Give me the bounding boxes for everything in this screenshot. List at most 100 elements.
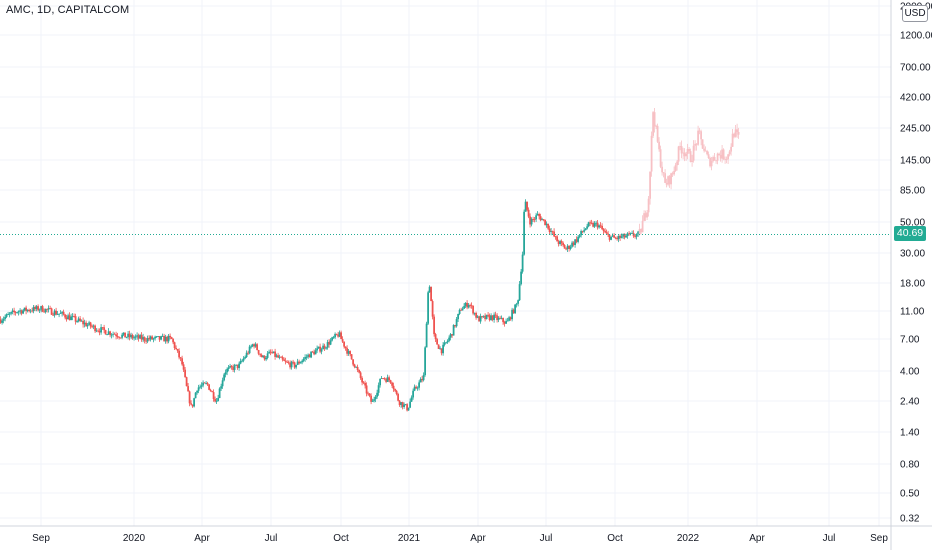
candle [518, 281, 521, 302]
candle-body [566, 245, 569, 249]
candle-body [641, 220, 644, 233]
candle-body [251, 344, 254, 347]
candle-body [236, 364, 239, 369]
candle-body [17, 311, 20, 313]
candle-body [662, 172, 665, 174]
candle-body [350, 354, 353, 360]
candle [329, 338, 332, 346]
candle-body [97, 330, 99, 332]
candle-body [190, 403, 192, 405]
symbol-title[interactable]: AMC, 1D, CAPITALCOM [6, 4, 130, 16]
candle [668, 175, 671, 188]
candle-body [158, 336, 161, 340]
candle [67, 313, 69, 320]
candle [437, 344, 440, 350]
candle-body [265, 357, 267, 360]
candle [194, 391, 197, 399]
candle-body [154, 336, 156, 339]
candle-body [95, 330, 98, 332]
candle-body [529, 216, 531, 225]
candle-body [694, 143, 696, 146]
candle-body [259, 353, 261, 355]
x-tick-label: 2022 [677, 533, 700, 544]
candle-body [79, 318, 81, 321]
y-tick-label: 1200.00 [900, 31, 932, 42]
candle [143, 336, 146, 344]
candle [475, 311, 477, 320]
candle-body [661, 166, 663, 173]
candle-body [65, 317, 68, 320]
candle [344, 346, 347, 351]
candle [643, 210, 645, 222]
candle [715, 160, 717, 164]
candle [292, 359, 294, 365]
candle-body [22, 310, 24, 314]
candle-body [151, 336, 153, 340]
candle-body [253, 344, 255, 347]
candle [275, 353, 278, 358]
candle [512, 308, 515, 314]
candle [10, 311, 12, 316]
candle-body [359, 372, 362, 378]
candle [580, 229, 582, 238]
currency-badge[interactable]: USD [902, 5, 928, 22]
candle-body [403, 404, 405, 408]
candle [130, 332, 132, 340]
candle [52, 312, 54, 317]
candle-body [293, 362, 296, 368]
candle-body [535, 215, 537, 220]
candle-body [592, 223, 594, 227]
candle-body [476, 316, 479, 318]
candle-body [134, 336, 137, 338]
candle [524, 199, 527, 212]
last-price-tag: 40.69 [894, 226, 926, 241]
candle [367, 391, 369, 396]
candle [16, 311, 18, 314]
candle [175, 345, 177, 350]
candle [154, 335, 156, 341]
candle-body [83, 322, 86, 325]
candle-body [226, 368, 228, 373]
candle [622, 233, 624, 240]
candle [386, 374, 389, 383]
candle-body [319, 346, 321, 352]
candle-body [269, 351, 272, 353]
candle-body [401, 402, 404, 408]
candle-body [434, 334, 437, 340]
candle-body [322, 345, 324, 350]
candle-body [28, 309, 30, 312]
candle-body [143, 337, 146, 341]
projection-candles [638, 107, 740, 236]
candle [239, 358, 242, 365]
candle [368, 393, 371, 398]
candle [101, 327, 104, 330]
candle [536, 211, 539, 216]
candle [157, 336, 159, 337]
candle [259, 353, 261, 357]
candle-body [26, 309, 29, 312]
candle [124, 332, 126, 338]
candle [637, 230, 639, 237]
candle-body [245, 352, 248, 358]
candle [128, 330, 131, 341]
candle-body [271, 352, 273, 354]
candle-body [278, 356, 281, 358]
candle [266, 350, 269, 360]
candle [230, 364, 233, 370]
candle [526, 201, 528, 212]
candle-body [62, 311, 65, 315]
candle-body [14, 312, 17, 313]
candle [532, 216, 534, 222]
candle [487, 311, 489, 318]
candle [736, 123, 738, 138]
candle [646, 209, 648, 221]
candle [79, 315, 81, 323]
candle [110, 333, 113, 339]
candle [404, 404, 407, 406]
candle-body [239, 361, 242, 364]
candle [467, 303, 470, 309]
candle-body [650, 135, 653, 172]
